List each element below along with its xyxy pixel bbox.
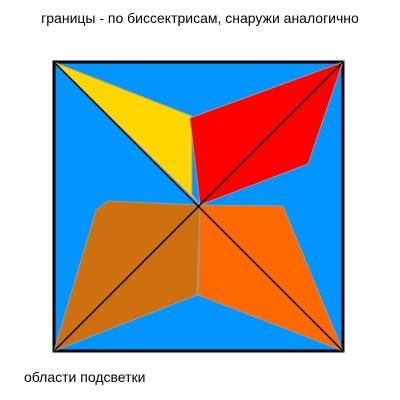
caption-bottom: области подсветки: [24, 369, 146, 385]
diagonal-anti: [53, 61, 344, 352]
caption-top: границы - по биссектрисам, снаружи анало…: [41, 10, 359, 26]
